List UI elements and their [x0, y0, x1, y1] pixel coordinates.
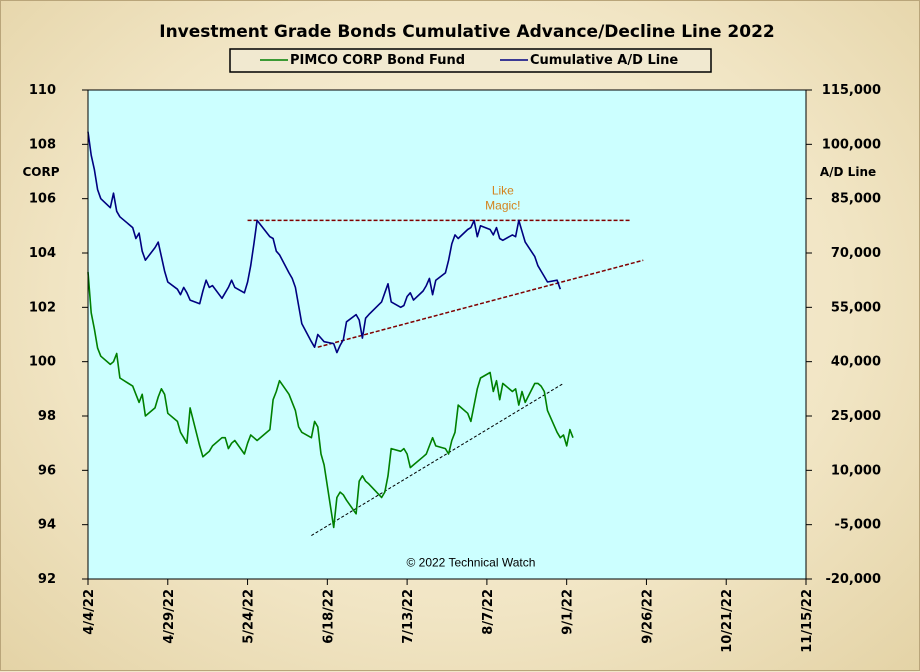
right-tick-label: 100,000	[822, 137, 881, 152]
left-tick-label: 94	[38, 518, 56, 533]
x-tick-label: 4/4/22	[82, 589, 97, 635]
x-tick-label: 9/1/22	[561, 589, 576, 635]
series-lines	[87, 131, 574, 529]
left-tick-label: 110	[29, 83, 56, 98]
x-tick-label: 10/21/22	[720, 589, 735, 653]
x-tick-label: 4/29/22	[162, 589, 177, 644]
right-tick-label: -5,000	[834, 518, 881, 533]
left-tick-label: 98	[38, 409, 56, 424]
right-tick-label: -20,000	[825, 572, 881, 587]
legend-label-pimco: PIMCO CORP Bond Fund	[290, 53, 465, 68]
x-tick-label: 7/13/22	[401, 589, 416, 644]
annotations: Like Magic! © 2022 Technical Watch	[406, 183, 535, 569]
chart-title: Investment Grade Bonds Cumulative Advanc…	[159, 22, 774, 42]
x-axis: 4/4/22 4/29/22 5/24/22 6/18/22 7/13/22 8/7/22…	[82, 579, 815, 653]
x-tick-label: 6/18/22	[321, 589, 336, 644]
right-tick-label: 115,000	[822, 83, 881, 98]
trendlines	[247, 219, 644, 536]
plot-border	[87, 89, 807, 580]
legend-box	[229, 48, 712, 73]
right-tick-label: 40,000	[831, 355, 881, 370]
left-tick-label: 108	[29, 137, 56, 152]
x-tick-label: 8/7/22	[481, 589, 496, 635]
left-tick-label: 106	[29, 192, 56, 207]
right-tick-label: 10,000	[831, 463, 881, 478]
right-tick-label: 70,000	[831, 246, 881, 261]
left-tick-label: 92	[38, 572, 56, 587]
x-tick-label: 9/26/22	[640, 589, 655, 644]
series-line-ad	[87, 131, 562, 354]
left-tick-label: 102	[29, 300, 56, 315]
trendline	[317, 259, 644, 348]
x-tick-label: 5/24/22	[242, 589, 257, 644]
legend: PIMCO CORP Bond Fund Cumulative A/D Line	[229, 48, 712, 73]
right-tick-label: 55,000	[831, 300, 881, 315]
right-tick-label: 85,000	[831, 192, 881, 207]
x-tick-label: 11/15/22	[800, 589, 815, 653]
legend-label-ad-line: Cumulative A/D Line	[530, 53, 678, 68]
trendline	[311, 382, 564, 536]
left-tick-label: 96	[38, 463, 56, 478]
left-axis: 92 94 96 98 100 102 104 106 108 110	[29, 83, 88, 587]
right-tick-label: 25,000	[831, 409, 881, 424]
left-tick-label: 104	[29, 246, 56, 261]
right-axis-label: A/D Line	[820, 165, 876, 179]
left-tick-label: 100	[29, 355, 56, 370]
series-line-pimco	[87, 271, 574, 529]
right-axis: -20,000 -5,000 10,000 25,000 40,000 55,000 70,…	[806, 83, 881, 587]
left-axis-label: CORP	[22, 165, 59, 179]
annotation-like-magic: Like Magic!	[485, 183, 520, 212]
copyright-text: © 2022 Technical Watch	[406, 555, 535, 569]
plot-area	[88, 90, 806, 579]
